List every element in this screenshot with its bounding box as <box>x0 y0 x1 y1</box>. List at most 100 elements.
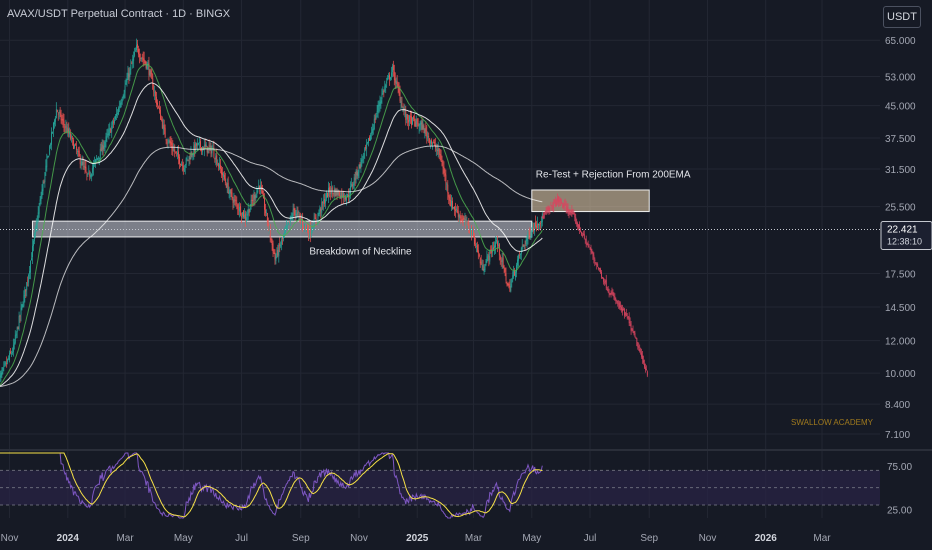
candle-body <box>475 244 476 246</box>
projected-candle-body <box>580 230 581 233</box>
candle-body <box>247 209 249 215</box>
projected-candle-body <box>559 199 560 202</box>
candle-body <box>503 265 505 269</box>
candle-body <box>386 81 388 84</box>
y-tick-label: 25.500 <box>885 203 916 214</box>
candle-body <box>281 239 283 245</box>
candle-body <box>45 165 47 172</box>
zone-retest <box>531 189 650 213</box>
candle-body <box>209 145 211 147</box>
projected-candle-body <box>625 313 627 316</box>
candle-body <box>424 128 426 134</box>
projected-candle-body <box>634 332 636 338</box>
candle-body <box>390 77 391 80</box>
candle-body <box>343 193 345 198</box>
candle-body <box>166 141 168 143</box>
candle-body <box>181 164 183 166</box>
projected-candle-body <box>575 216 577 224</box>
candle-body <box>55 109 57 118</box>
projected-candle-body <box>552 206 554 209</box>
projected-candle-body <box>607 288 609 293</box>
candle-body <box>303 226 305 228</box>
projected-candle-body <box>573 212 575 215</box>
candle-body <box>358 164 360 173</box>
grid-lines <box>0 0 880 518</box>
projected-candle-body <box>642 355 643 360</box>
projected-candle-body <box>605 279 607 289</box>
projected-candle-body <box>585 238 587 245</box>
candle-body <box>391 72 392 77</box>
projected-candle-body <box>613 295 615 297</box>
candle-body <box>86 172 88 174</box>
projected-candle-body <box>632 329 634 332</box>
candle-body <box>530 234 532 239</box>
candle-body <box>510 283 512 292</box>
candle-body <box>30 260 31 273</box>
candle-body <box>299 214 301 217</box>
candle-body <box>383 90 385 92</box>
candle-body <box>25 289 27 292</box>
candle-body <box>397 83 399 89</box>
candle-body <box>96 158 97 160</box>
candle-body <box>340 192 342 199</box>
candle-body <box>158 106 159 108</box>
candle-body <box>236 202 238 205</box>
candle-body <box>256 190 258 198</box>
candle-body <box>286 224 288 226</box>
candle-body <box>352 183 354 188</box>
candle-body <box>518 255 519 261</box>
candle-body <box>72 137 73 139</box>
rsi-line <box>0 452 543 519</box>
candle-body <box>54 120 55 125</box>
projected-candle-body <box>626 317 628 318</box>
candle-body <box>531 231 533 235</box>
x-tick-label: May <box>522 533 541 544</box>
projected-candle-body <box>616 300 618 302</box>
candle-body <box>12 344 14 353</box>
candle-body <box>473 230 474 237</box>
candle-body <box>174 149 176 152</box>
candle-body <box>481 264 483 267</box>
candle-body <box>161 119 163 129</box>
candle-body <box>401 102 403 108</box>
candle-body <box>491 249 493 254</box>
candle-body <box>43 181 45 183</box>
candle-body <box>54 117 56 122</box>
candle-body <box>479 257 481 264</box>
candle-body <box>410 116 411 118</box>
candle-body <box>26 282 28 290</box>
candle-body <box>365 146 367 149</box>
candle-body <box>115 116 116 119</box>
candle-body <box>105 136 107 142</box>
candle-body <box>226 183 228 187</box>
candle-body <box>8 358 10 360</box>
candle-body <box>159 107 160 110</box>
projected-candle-body <box>548 207 550 210</box>
candle-body <box>419 123 421 126</box>
candle-body <box>1 371 3 375</box>
candle-body <box>431 140 432 144</box>
candle-body <box>443 166 445 173</box>
candle-body <box>480 261 482 265</box>
candle-body <box>319 207 321 214</box>
candle-body <box>494 245 495 249</box>
candle-body <box>329 192 331 194</box>
candle-body <box>140 57 142 60</box>
candle-body <box>381 93 383 100</box>
candle-body <box>344 198 346 199</box>
candle-body <box>21 304 23 309</box>
candle-body <box>31 258 32 261</box>
candle-body <box>131 63 133 65</box>
projected-candle-body <box>635 336 637 339</box>
candle-body <box>465 220 467 225</box>
currency-button[interactable]: USDT <box>883 6 921 28</box>
candle-body <box>312 228 314 230</box>
projected-candle-body <box>564 203 566 206</box>
candle-body <box>337 191 339 195</box>
ema-layer <box>0 64 543 388</box>
candle-body <box>411 116 412 126</box>
candle-body <box>40 196 42 201</box>
projected-candle-body <box>627 316 629 318</box>
candle-body <box>111 125 113 132</box>
